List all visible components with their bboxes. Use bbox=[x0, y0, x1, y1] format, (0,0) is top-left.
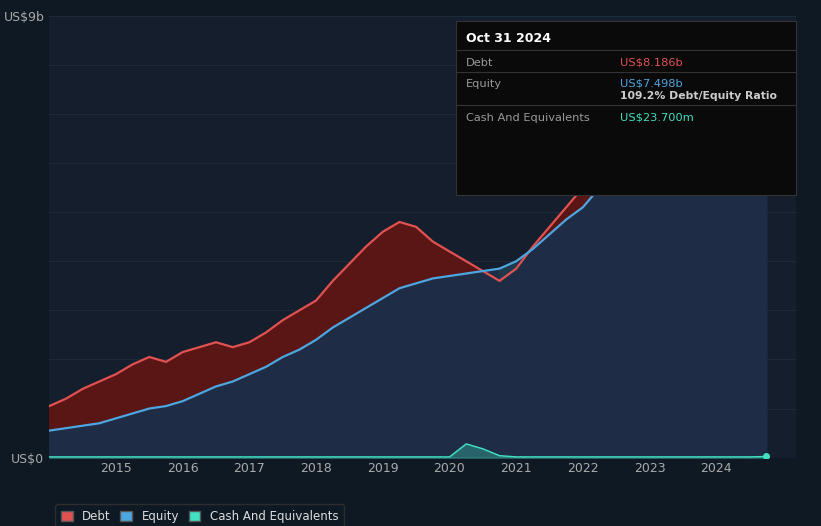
Text: US$7.498b: US$7.498b bbox=[620, 79, 682, 89]
Legend: Debt, Equity, Cash And Equivalents: Debt, Equity, Cash And Equivalents bbox=[55, 504, 344, 526]
Text: 109.2% Debt/Equity Ratio: 109.2% Debt/Equity Ratio bbox=[620, 91, 777, 101]
Text: Equity: Equity bbox=[466, 79, 502, 89]
Text: Debt: Debt bbox=[466, 58, 493, 68]
Text: US$23.700m: US$23.700m bbox=[620, 113, 694, 123]
Text: Oct 31 2024: Oct 31 2024 bbox=[466, 32, 551, 45]
Text: Cash And Equivalents: Cash And Equivalents bbox=[466, 113, 589, 123]
Text: US$8.186b: US$8.186b bbox=[620, 58, 682, 68]
